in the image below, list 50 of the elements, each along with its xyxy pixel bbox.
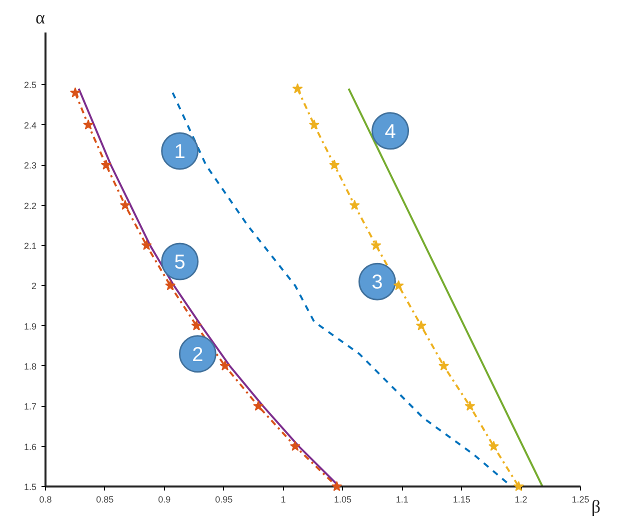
point	[393, 280, 404, 290]
point	[70, 87, 80, 98]
point	[438, 360, 450, 371]
y-tick-label: 2.1	[24, 240, 37, 251]
annotation: 1	[174, 141, 186, 164]
point	[83, 119, 94, 130]
point	[488, 440, 499, 451]
x-tick-label: 0.95	[215, 494, 233, 504]
x-tick-label: 1.25	[572, 494, 590, 504]
annotation: 5	[174, 252, 186, 274]
y-tick-label: 1.9	[24, 321, 37, 332]
point	[332, 481, 342, 492]
point	[220, 360, 230, 371]
x-tick-label: 1.1	[396, 494, 408, 504]
y-tick-label: 2.5	[24, 80, 37, 90]
point	[513, 481, 524, 492]
y-tick-label: 1.8	[24, 361, 37, 372]
x-tick-label: 1.15	[452, 494, 470, 504]
annotation: 4	[384, 120, 396, 143]
point	[100, 160, 112, 170]
annotation: 2	[192, 344, 204, 366]
point	[253, 400, 264, 411]
x-tick-label: 1.2	[514, 494, 528, 504]
x-tick-label: 0.8	[39, 494, 52, 504]
y-tick-label: 2.3	[24, 160, 37, 171]
y-tick-label: 1.6	[24, 442, 37, 452]
point	[120, 200, 130, 210]
point	[308, 119, 320, 130]
point	[349, 200, 360, 210]
x-tick-label: 0.85	[96, 494, 114, 504]
point	[329, 160, 340, 170]
point	[290, 440, 300, 451]
x-tick-label: 1.05	[334, 494, 352, 504]
y-tick-label: 1.5	[24, 482, 37, 492]
y-tick-label: 2.2	[24, 200, 37, 211]
point	[292, 83, 303, 94]
y-tick-label: 2.4	[24, 120, 37, 130]
point	[165, 280, 176, 290]
y-axis-title: α	[36, 8, 46, 28]
point	[191, 320, 202, 330]
x-tick-label: 0.9	[158, 494, 171, 504]
y-tick-label: 1.7	[24, 402, 37, 412]
annotation: 3	[372, 272, 383, 294]
y-tick-label: 2	[31, 281, 37, 292]
point	[464, 400, 476, 411]
point	[141, 240, 152, 250]
point	[416, 320, 426, 330]
x-tick-label: 1	[280, 494, 286, 504]
point	[370, 240, 382, 250]
x-axis-title: β	[591, 496, 601, 516]
